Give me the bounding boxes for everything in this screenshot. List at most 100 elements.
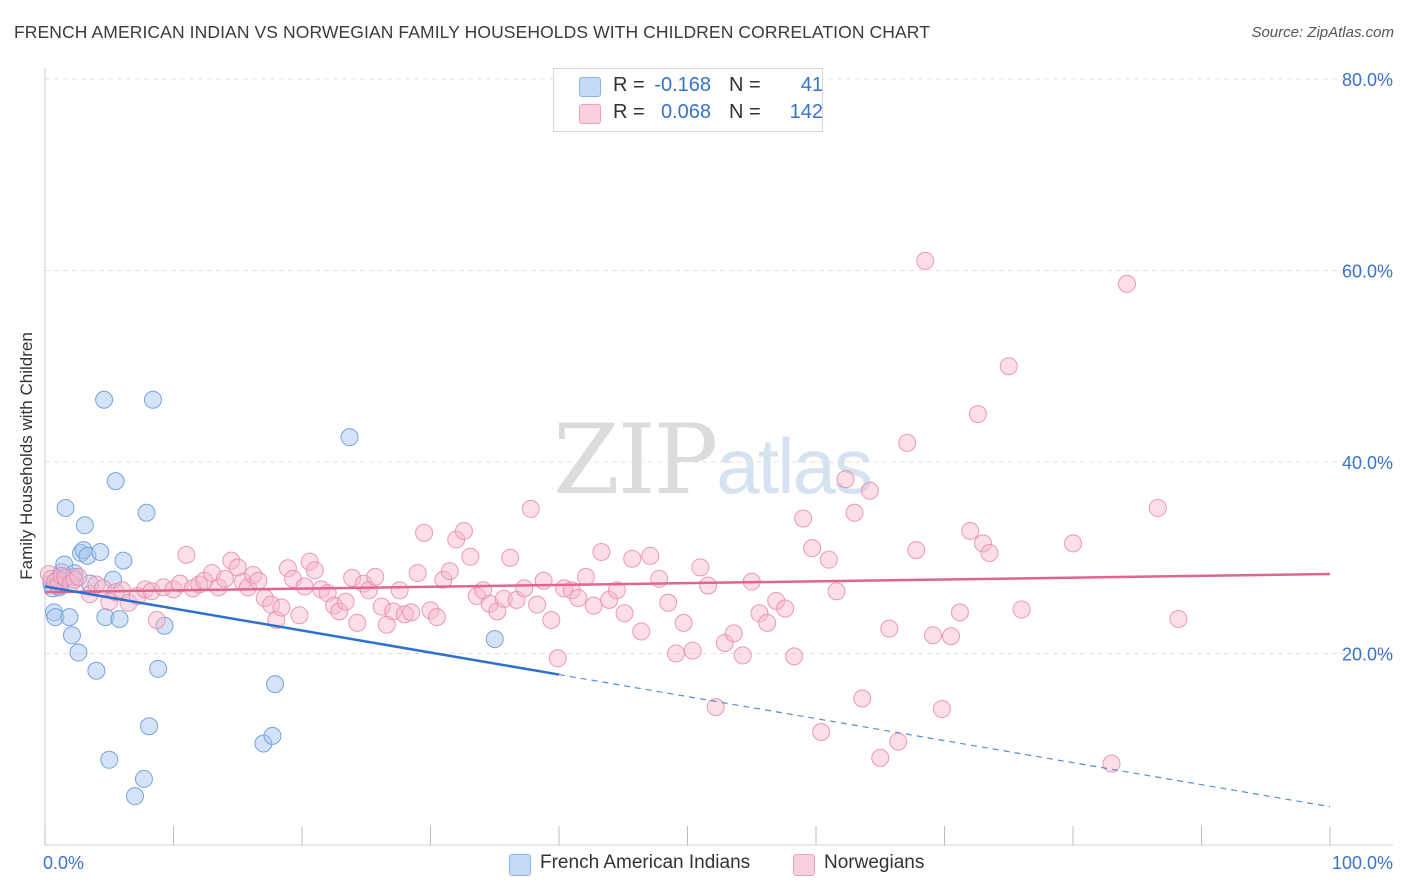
data-point-norwegians [871, 748, 890, 767]
data-point-norwegians [1169, 610, 1188, 629]
data-point-norwegians [278, 559, 297, 578]
data-point-french-american-indians [100, 750, 119, 769]
data-point-norwegians [623, 549, 642, 568]
data-point-french-american-indians [125, 787, 144, 806]
trend-extension-french-american-indians [558, 673, 1331, 808]
data-point-norwegians [330, 602, 349, 621]
legend-label: French American Indians [540, 852, 751, 873]
legend-swatch-blue [579, 77, 601, 97]
data-point-norwegians [758, 613, 777, 632]
data-point-norwegians [136, 580, 155, 599]
data-point-norwegians [501, 548, 520, 567]
data-point-norwegians [853, 689, 872, 708]
data-point-french-american-indians [56, 498, 75, 517]
watermark-atlas: atlas [716, 422, 873, 510]
data-point-norwegians [659, 593, 678, 612]
legend-n-label: N = [729, 101, 761, 123]
data-point-norwegians [1012, 600, 1031, 619]
legend-r-value: -0.168 [654, 74, 711, 96]
data-point-french-american-indians [87, 661, 106, 680]
data-point-norwegians [776, 599, 795, 618]
data-point-norwegians [272, 598, 291, 617]
trend-line-norwegians [44, 572, 1331, 594]
data-point-norwegians [290, 606, 309, 625]
data-point-norwegians [395, 605, 414, 624]
data-point-norwegians [1064, 534, 1082, 553]
data-point-norwegians [56, 568, 75, 587]
data-point-norwegians [724, 624, 743, 643]
tick-labels: 20.0% 40.0% 60.0% 80.0% 0.0% 100.0% [43, 70, 1393, 873]
trend-lines [44, 572, 1331, 808]
data-point-norwegians [454, 521, 473, 540]
data-point-french-american-indians [340, 428, 359, 447]
data-point-norwegians [440, 562, 459, 581]
data-point-norwegians [819, 550, 838, 569]
data-point-norwegians [147, 610, 166, 629]
data-point-norwegians [607, 581, 626, 600]
data-point-norwegians [548, 649, 567, 668]
data-point-norwegians [390, 581, 409, 600]
data-point-norwegians [69, 567, 88, 586]
data-point-norwegians [999, 357, 1018, 376]
watermark: ZIPatlas [553, 404, 873, 516]
data-point-norwegians [336, 592, 355, 611]
legend-r-value: 0.068 [660, 101, 711, 123]
data-point-norwegians [372, 597, 391, 616]
legend-swatch-pink [579, 104, 601, 124]
data-point-norwegians [521, 499, 540, 518]
data-point-norwegians [812, 723, 831, 742]
chart-title: FRENCH AMERICAN INDIAN VS NORWEGIAN FAMI… [14, 22, 931, 42]
data-point-norwegians [889, 732, 908, 751]
data-point-norwegians [898, 433, 917, 452]
data-point-norwegians [733, 646, 752, 665]
data-point-norwegians [666, 644, 685, 663]
data-point-norwegians [794, 509, 813, 528]
data-point-norwegians [480, 594, 499, 613]
data-point-norwegians [980, 543, 999, 562]
data-point-norwegians [968, 405, 987, 424]
source-note: Source: ZipAtlas.com [1251, 24, 1394, 41]
grid-lines [45, 78, 1393, 654]
data-point-norwegians [860, 481, 879, 500]
y-tick-label: 60.0% [1342, 262, 1393, 282]
data-point-norwegians [528, 595, 547, 614]
y-tick-label: 40.0% [1342, 453, 1393, 473]
data-point-french-american-indians [95, 390, 114, 409]
data-point-french-american-indians [485, 630, 504, 649]
data-point-norwegians [691, 558, 710, 577]
series-norwegians [39, 251, 1188, 773]
y-axis-label: Family Households with Children [17, 332, 36, 580]
data-point-norwegians [576, 567, 595, 586]
data-point-norwegians [249, 571, 268, 590]
watermark-zip: ZIP [553, 404, 718, 516]
data-point-norwegians [569, 588, 588, 607]
data-point-norwegians [750, 604, 769, 623]
data-point-norwegians [592, 543, 611, 562]
data-point-norwegians [600, 590, 619, 609]
data-point-norwegians [366, 567, 385, 586]
legend-n-value: 41 [800, 74, 823, 96]
data-point-norwegians [494, 589, 513, 608]
data-point-french-american-indians [137, 503, 156, 522]
data-point-norwegians [674, 613, 693, 632]
data-point-norwegians [348, 613, 367, 632]
data-point-norwegians [715, 633, 734, 652]
data-point-norwegians [325, 596, 344, 615]
data-point-norwegians [1102, 754, 1121, 773]
data-point-french-american-indians [110, 610, 129, 629]
data-point-norwegians [305, 561, 324, 580]
data-point-norwegians [641, 546, 660, 565]
data-point-norwegians [923, 626, 942, 645]
y-tick-label: 80.0% [1342, 70, 1393, 90]
data-point-norwegians [880, 619, 899, 638]
axes [44, 68, 1393, 846]
data-point-norwegians [836, 470, 855, 489]
data-point-norwegians [845, 503, 864, 522]
data-point-french-american-indians [75, 516, 94, 535]
data-point-norwegians [228, 558, 247, 577]
legend-r-label: R = [613, 101, 645, 123]
data-point-norwegians [384, 602, 403, 621]
data-point-norwegians [961, 521, 980, 540]
data-point-norwegians [932, 700, 951, 719]
